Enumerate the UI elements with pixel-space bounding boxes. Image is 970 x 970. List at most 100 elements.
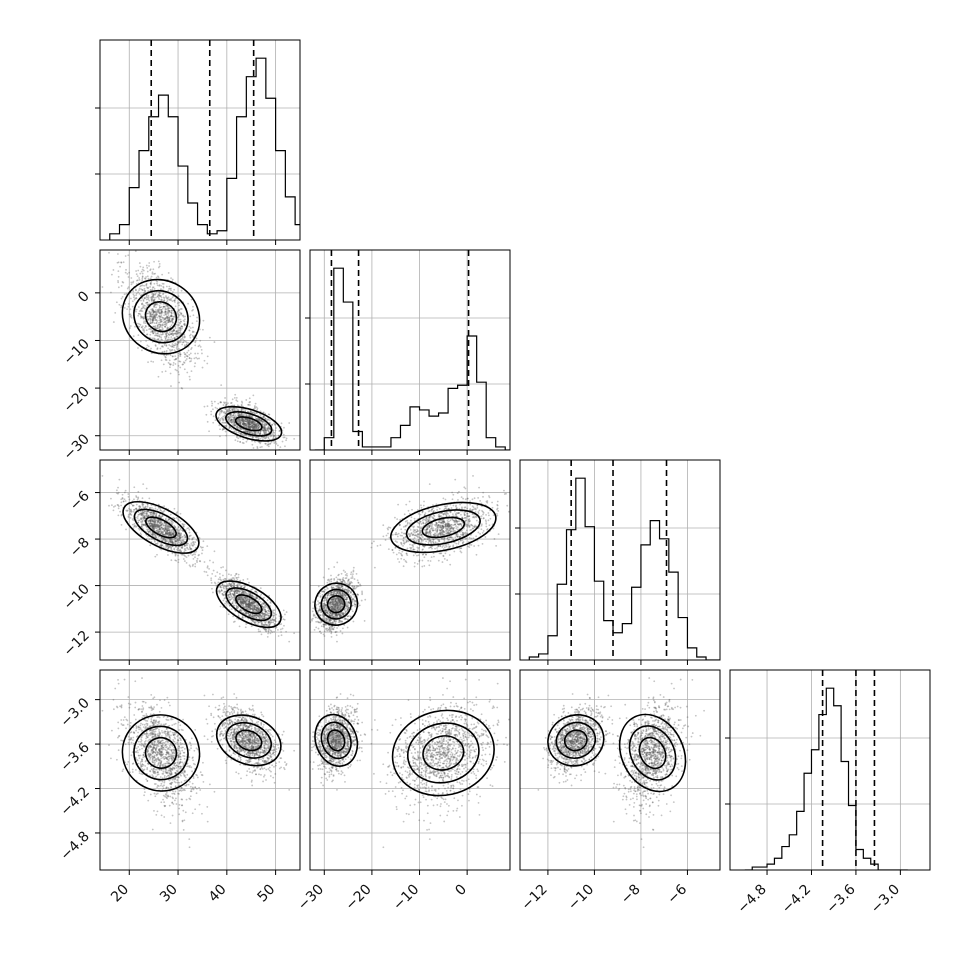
- sample-point: [134, 325, 136, 328]
- sample-point: [163, 318, 166, 321]
- sample-point: [242, 420, 244, 423]
- sample-point: [168, 331, 171, 334]
- sample-point: [150, 283, 152, 286]
- sample-point: [256, 425, 259, 428]
- sample-point: [260, 420, 263, 423]
- sample-point: [158, 315, 161, 318]
- sample-point: [155, 313, 158, 316]
- sample-point: [273, 442, 276, 444]
- sample-point: [146, 344, 149, 347]
- sample-point: [199, 346, 202, 348]
- sample-point: [127, 286, 130, 289]
- sample-point: [163, 350, 166, 353]
- sample-point: [258, 441, 261, 444]
- sample-point: [140, 326, 143, 329]
- sample-point: [255, 425, 258, 428]
- sample-point: [121, 497, 124, 500]
- sample-point: [220, 579, 223, 582]
- sample-point: [188, 353, 191, 356]
- sample-point: [139, 532, 142, 535]
- sample-point: [178, 329, 181, 331]
- sample-point: [132, 244, 134, 246]
- sample-point: [139, 285, 142, 288]
- sample-point: [175, 559, 178, 562]
- sample-point: [163, 354, 166, 357]
- sample-point: [222, 419, 225, 422]
- sample-point: [249, 421, 251, 424]
- sample-point: [175, 330, 178, 332]
- sample-point: [167, 533, 170, 535]
- sample-point: [152, 311, 155, 314]
- sample-point: [149, 277, 152, 280]
- sample-point: [260, 623, 263, 626]
- sample-point: [143, 297, 146, 300]
- sample-point: [153, 273, 155, 275]
- sample-point: [248, 431, 251, 434]
- sample-point: [253, 406, 256, 409]
- sample-point: [235, 591, 238, 594]
- sample-point: [166, 327, 168, 330]
- sample-point: [172, 516, 175, 519]
- sample-point: [248, 421, 250, 424]
- sample-point: [117, 281, 120, 284]
- sample-point: [221, 421, 224, 424]
- sample-point: [261, 429, 264, 432]
- sample-point: [165, 336, 168, 339]
- sample-point: [211, 402, 214, 405]
- sample-point: [229, 426, 232, 429]
- sample-point: [177, 341, 180, 344]
- sample-point: [233, 604, 236, 607]
- sample-point: [241, 418, 244, 421]
- sample-point: [241, 420, 244, 422]
- sample-point: [179, 353, 181, 356]
- sample-point: [142, 299, 145, 301]
- sample-point: [172, 538, 175, 540]
- sample-point: [167, 306, 170, 309]
- sample-point: [249, 421, 252, 424]
- sample-point: [167, 309, 169, 312]
- sample-point: [118, 303, 121, 306]
- sample-point: [166, 315, 168, 318]
- sample-point: [232, 421, 235, 424]
- samples-2-0: [101, 475, 296, 643]
- sample-point: [115, 301, 118, 304]
- sample-point: [177, 352, 180, 355]
- sample-point: [247, 403, 250, 406]
- sample-point: [230, 574, 233, 576]
- sample-point: [222, 599, 225, 602]
- sample-point: [272, 432, 274, 434]
- sample-point: [148, 317, 151, 320]
- sample-point: [252, 427, 255, 430]
- sample-point: [174, 325, 177, 328]
- sample-point: [477, 544, 480, 547]
- sample-point: [170, 315, 173, 318]
- sample-point: [243, 424, 246, 427]
- sample-point: [161, 273, 164, 276]
- sample-point: [154, 345, 157, 347]
- sample-point: [259, 420, 262, 422]
- sample-point: [240, 418, 242, 421]
- sample-point: [153, 540, 156, 543]
- sample-point: [163, 305, 165, 308]
- sample-point: [251, 416, 254, 419]
- contour-0-2: [144, 301, 178, 333]
- sample-point: [191, 309, 193, 312]
- sample-point: [254, 417, 257, 419]
- sample-point: [233, 412, 236, 415]
- sample-point: [212, 408, 214, 411]
- sample-point: [269, 442, 271, 445]
- sample-point: [247, 430, 249, 432]
- sample-point: [141, 268, 144, 271]
- sample-point: [173, 542, 176, 545]
- sample-point: [152, 286, 155, 289]
- sample-point: [154, 316, 157, 319]
- sample-point: [242, 433, 244, 436]
- sample-point: [162, 282, 165, 285]
- sample-point: [158, 322, 160, 324]
- sample-point: [173, 358, 176, 361]
- sample-point: [261, 422, 264, 424]
- sample-point: [263, 427, 266, 429]
- sample-point: [117, 270, 120, 273]
- sample-point: [242, 423, 244, 426]
- sample-point: [242, 413, 245, 416]
